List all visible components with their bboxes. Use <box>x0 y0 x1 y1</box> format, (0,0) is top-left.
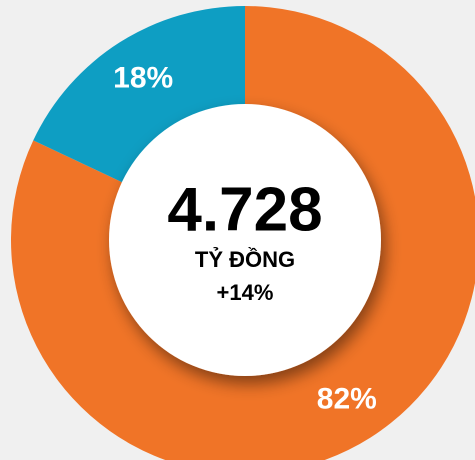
labels: 82% 18% <box>113 61 377 415</box>
center-title: 4.728 <box>167 175 322 244</box>
slice <box>11 6 475 460</box>
center-hole <box>109 104 381 376</box>
value-label: 82% <box>317 382 377 415</box>
center-unit: TỶ ĐỒNG <box>195 247 295 272</box>
center-change: +14% <box>217 280 274 305</box>
value-label: 18% <box>113 61 173 94</box>
